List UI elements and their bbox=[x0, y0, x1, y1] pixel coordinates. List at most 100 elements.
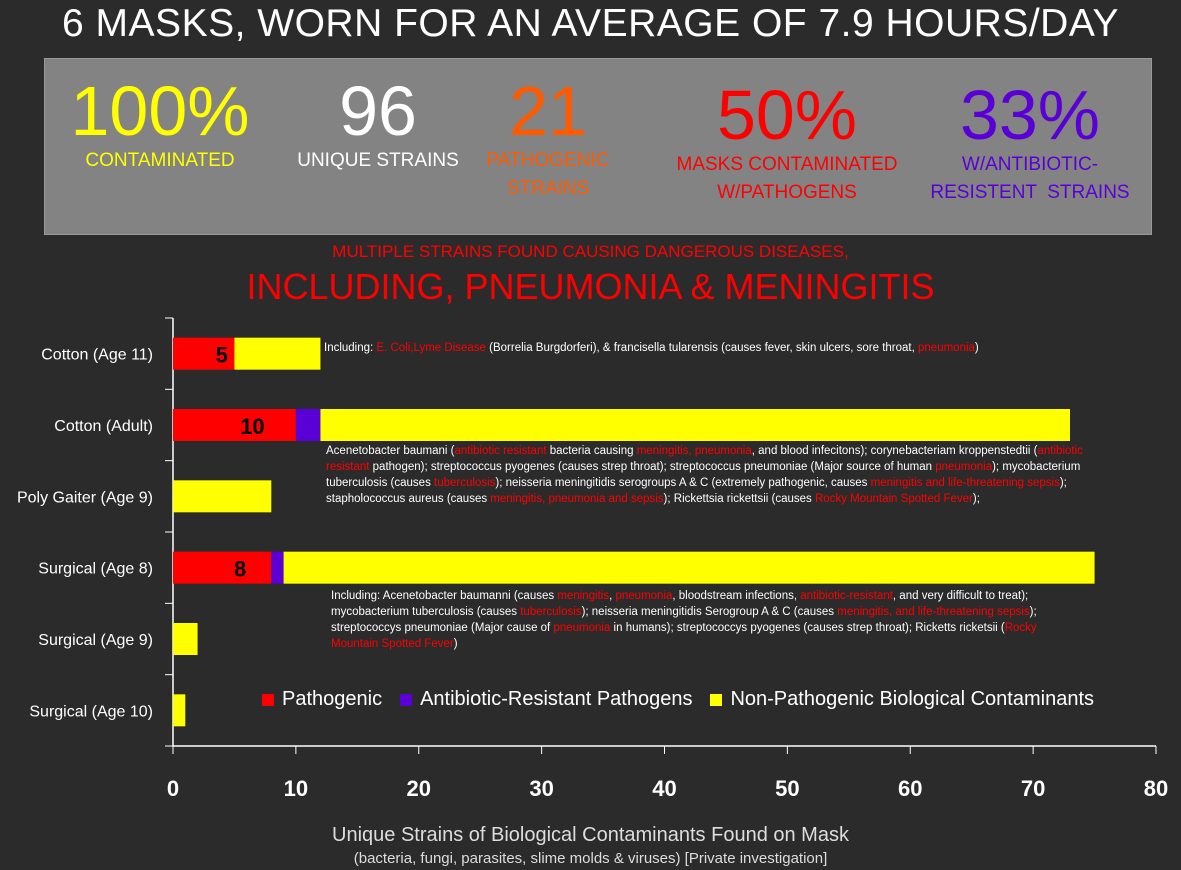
legend-item-resistant: Antibiotic-Resistant Pathogens bbox=[400, 688, 692, 711]
note-highlight: antibiotic resistant bbox=[454, 445, 547, 457]
stat-label: PATHOGENIC bbox=[486, 150, 610, 171]
bar-segment bbox=[173, 623, 198, 655]
note-text: bacteria causing bbox=[546, 445, 637, 457]
note-text: ); bbox=[972, 493, 980, 505]
x-axis-subtitle: (bacteria, fungi, parasites, slime molds… bbox=[353, 850, 828, 867]
bar-segment bbox=[173, 337, 235, 370]
stat-label-line2: STRAINS bbox=[506, 178, 590, 199]
legend-swatch bbox=[400, 693, 413, 706]
bar-segment bbox=[283, 551, 1095, 584]
page-title: 6 MASKS, WORN FOR AN AVERAGE OF 7.9 HOUR… bbox=[62, 2, 1119, 45]
note-text: ); Rickettsia rickettsii (causes bbox=[663, 493, 815, 505]
stat-value: 100% bbox=[70, 72, 250, 150]
note-highlight: tuberculosis bbox=[434, 477, 496, 489]
bar-segment bbox=[173, 551, 272, 584]
x-tick-label: 0 bbox=[167, 776, 179, 801]
legend-item-nonpathogenic: Non-Pathogenic Biological Contaminants bbox=[710, 688, 1094, 711]
note-text: ); neisseria meningitidis Serogroup A & … bbox=[581, 606, 838, 618]
stat-value: 96 bbox=[339, 72, 417, 150]
note-cotton-adult: Acenetobacter baumani (antibiotic resist… bbox=[326, 443, 1086, 507]
y-tick-label: Surgical (Age 9) bbox=[38, 632, 153, 649]
x-axis-title: Unique Strains of Biological Contaminant… bbox=[332, 824, 849, 846]
bar-segment bbox=[271, 551, 284, 584]
bar-segment bbox=[295, 409, 321, 441]
bar-segment bbox=[320, 409, 1070, 441]
stat-label: W/ANTIBIOTIC- bbox=[961, 154, 1099, 175]
note-text: , bloodstream infections, bbox=[672, 590, 801, 602]
x-tick-label: 80 bbox=[1144, 776, 1168, 801]
legend-label: Non-Pathogenic Biological Contaminants bbox=[730, 688, 1094, 710]
note-highlight: pneumonia bbox=[553, 622, 611, 634]
note-highlight: pneumonia bbox=[615, 590, 673, 602]
stat-value: 50% bbox=[716, 76, 858, 154]
x-tick-label: 10 bbox=[284, 776, 308, 801]
note-text: ); streptococcys pneumoniae (Major cause… bbox=[331, 606, 1037, 634]
note-text: ); mycobacterium tuberculosis (causes bbox=[326, 461, 1081, 489]
note-text: , and blood infecitons); corynebacteriam… bbox=[751, 445, 1038, 457]
note-highlight: meningitis bbox=[557, 590, 610, 602]
bar-segment bbox=[173, 409, 296, 441]
bar-segment bbox=[234, 337, 321, 370]
subtitle-small: MULTIPLE STRAINS FOUND CAUSING DANGEROUS… bbox=[332, 242, 849, 261]
note-highlight: antibiotic-resistant bbox=[800, 590, 893, 602]
legend-label: Pathogenic bbox=[282, 688, 383, 710]
stat-unique-strains: 96 UNIQUE STRAINS bbox=[283, 75, 473, 175]
note-text: ) bbox=[453, 638, 458, 650]
legend-item-pathogenic: Pathogenic bbox=[262, 688, 382, 711]
note-highlight: Rocky Mountain Spotted Fever bbox=[331, 622, 1037, 650]
data-label: 5 bbox=[216, 343, 228, 368]
note-text: ) bbox=[974, 342, 979, 354]
note-cotton-age-11: Including: E. Coli,Lyme Disease (Borreli… bbox=[324, 340, 1164, 356]
stat-pathogenic-strains: 21 PATHOGENIC STRAINS bbox=[473, 75, 623, 203]
note-surgical-age-8: Including: Acenetobacter baumanni (cause… bbox=[331, 588, 1051, 652]
note-highlight: pneumonia bbox=[935, 461, 993, 473]
note-text: in humans); streptococcys pyogenes (caus… bbox=[610, 622, 1005, 634]
x-tick-label: 30 bbox=[529, 776, 553, 801]
note-highlight: antibiotic resistant bbox=[326, 445, 1083, 473]
note-text: , and very difficult to treat); mycobact… bbox=[331, 590, 1029, 618]
x-tick-label: 60 bbox=[898, 776, 922, 801]
note-text: ); neisseria meningitidis serogroups A &… bbox=[495, 477, 871, 489]
note-highlight: tuberculosis bbox=[520, 606, 582, 618]
note-highlight: meningitis and life-threatening sepsis bbox=[870, 477, 1060, 489]
x-tick-label: 70 bbox=[1021, 776, 1045, 801]
note-text: Including: bbox=[324, 342, 377, 354]
note-text: ); stapholococcus aureus (causes bbox=[326, 477, 1067, 505]
y-tick-label: Surgical (Age 10) bbox=[29, 703, 153, 720]
stat-value: 33% bbox=[959, 76, 1101, 154]
stat-label-line2: RESISTENT STRAINS bbox=[930, 182, 1130, 203]
data-label: 10 bbox=[240, 414, 264, 439]
stat-label: MASKS CONTAMINATED bbox=[676, 154, 898, 175]
note-highlight: meningitis, pneumonia and sepsis bbox=[490, 493, 664, 505]
legend-label: Antibiotic-Resistant Pathogens bbox=[420, 688, 693, 710]
stat-label: CONTAMINATED bbox=[85, 150, 235, 171]
note-text: Acenetobacter baumani ( bbox=[326, 445, 455, 457]
note-text: , bbox=[609, 590, 616, 602]
chart-legend: Pathogenic Antibiotic-Resistant Pathogen… bbox=[262, 688, 1112, 711]
legend-swatch bbox=[262, 693, 274, 706]
note-text: (Borrelia Burgdorferi), & francisella tu… bbox=[485, 342, 919, 354]
y-tick-label: Surgical (Age 8) bbox=[38, 561, 153, 578]
y-tick-label: Cotton (Adult) bbox=[54, 418, 153, 435]
stats-panel: 100% CONTAMINATED 96 UNIQUE STRAINS 21 P… bbox=[44, 58, 1152, 235]
x-tick-label: 20 bbox=[407, 776, 431, 801]
subtitle-large: INCLUDING, PNEUMONIA & MENINGITIS bbox=[246, 266, 935, 307]
x-tick-label: 50 bbox=[775, 776, 799, 801]
stat-contaminated: 100% CONTAMINATED bbox=[65, 75, 255, 175]
note-highlight: pneumonia bbox=[918, 342, 975, 354]
y-tick-label: Cotton (Age 11) bbox=[41, 347, 153, 364]
stat-label: UNIQUE STRAINS bbox=[297, 150, 459, 171]
bar-segment bbox=[173, 480, 272, 513]
data-label: 8 bbox=[234, 557, 246, 582]
note-text: pathogen); streptococcus pyogenes (cause… bbox=[369, 461, 936, 473]
y-tick-label: Poly Gaiter (Age 9) bbox=[17, 489, 153, 506]
stat-label-line2: W/PATHOGENS bbox=[717, 182, 857, 203]
note-text: Including: Acenetobacter baumanni (cause… bbox=[331, 590, 558, 602]
note-highlight: meningitis, and life-threatening sepsis bbox=[837, 606, 1030, 618]
legend-swatch bbox=[710, 693, 723, 706]
bar-segment bbox=[173, 694, 186, 727]
note-highlight: Rocky Mountain Spotted Fever bbox=[815, 493, 973, 505]
x-tick-label: 40 bbox=[652, 776, 676, 801]
note-highlight: meningitis, pneumonia bbox=[636, 445, 752, 457]
